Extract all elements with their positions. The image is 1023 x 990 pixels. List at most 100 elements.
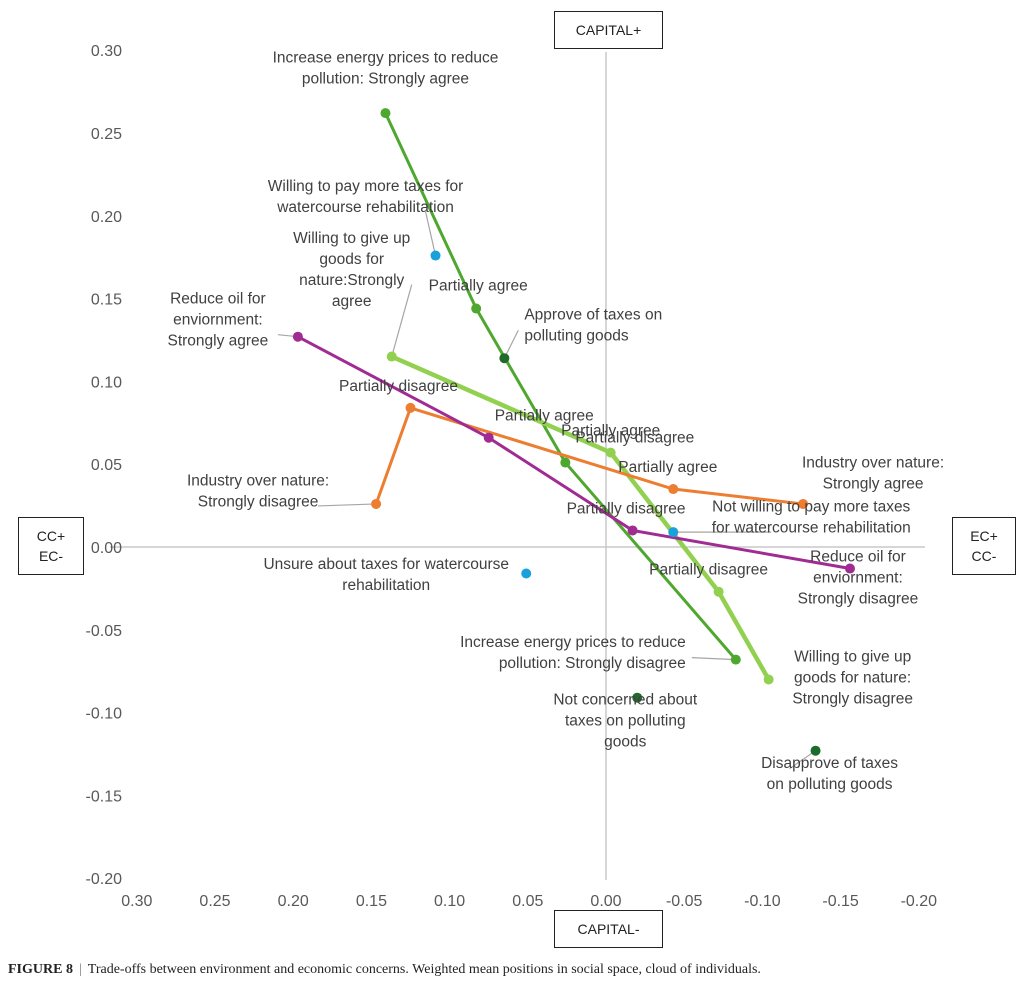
data-label-line: Partially agree — [495, 408, 594, 425]
data-point — [386, 351, 397, 362]
series-line — [297, 335, 851, 571]
data-label-line: Strongly disagree — [798, 591, 919, 608]
data-point — [627, 525, 638, 536]
data-label-line: taxes on polluting — [565, 713, 686, 730]
quadrant-label-top: CAPITAL+ — [554, 11, 663, 49]
data-label-line: Not concerned about — [553, 692, 698, 709]
data-point — [798, 498, 809, 509]
data-label-line: Increase energy prices to reduce — [460, 634, 686, 651]
data-label: Industry over nature: Strongly agree — [802, 454, 944, 492]
data-label-line: Strongly agree — [167, 333, 268, 350]
data-label-line: Partially agree — [561, 423, 660, 440]
data-label: Partially disagree — [649, 562, 768, 579]
data-label: Partially agree — [495, 408, 594, 425]
data-label-line: pollution: Strongly agree — [302, 71, 469, 88]
data-point — [668, 484, 679, 495]
quadrant-label-left: CC+ EC- — [18, 517, 84, 575]
caption-separator: | — [78, 962, 82, 977]
label-leader-line — [391, 284, 413, 357]
label-leader-line — [691, 657, 736, 661]
data-label: Increase energy prices to reduce pollutio… — [460, 634, 686, 672]
data-label-line: Reduce oil for — [810, 549, 906, 566]
data-point — [471, 303, 482, 314]
data-label-line: Strongly disagree — [792, 690, 913, 707]
data-label: Willing to give up goods for nature:Strong… — [293, 230, 410, 310]
data-point — [499, 353, 510, 364]
series-line — [390, 354, 771, 681]
data-point — [730, 654, 741, 665]
data-label: Partially agree — [429, 278, 528, 295]
y-tick-label: -0.20 — [86, 871, 123, 888]
x-tick-label: -0.10 — [744, 893, 781, 910]
data-label-line: Disapprove of taxes — [761, 755, 898, 772]
y-tick-label: 0.30 — [91, 43, 122, 60]
data-label-line: Unsure about taxes for watercourse — [263, 556, 509, 573]
series-line — [384, 112, 737, 661]
x-tick-label: 0.25 — [199, 893, 230, 910]
data-label-line: for watercourse rehabilitation — [712, 520, 911, 537]
data-label-line: Partially disagree — [575, 430, 694, 447]
caption-text: Trade-offs between environment and econo… — [87, 962, 761, 977]
data-point — [668, 527, 679, 538]
data-label-line: Willing to give up — [794, 648, 911, 665]
y-tick-label: 0.20 — [91, 209, 122, 226]
data-label-line: Partially agree — [618, 459, 717, 476]
data-label-line: pollution: Strongly disagree — [499, 655, 686, 672]
data-label: Reduce oil for enviornment: Strongly agree — [167, 291, 268, 350]
data-label: Not willing to pay more taxes for waterco… — [712, 499, 911, 537]
data-label-line: goods for — [319, 251, 384, 268]
x-tick-label: -0.05 — [666, 893, 703, 910]
x-tick-label: 0.15 — [356, 893, 387, 910]
data-point — [713, 586, 724, 597]
data-point — [632, 692, 643, 703]
data-label-line: Partially disagree — [649, 562, 768, 579]
x-tick-label: -0.20 — [901, 893, 938, 910]
data-label: Increase energy prices to reduce pollutio… — [273, 50, 499, 88]
data-point — [844, 563, 855, 574]
data-label-line: Strongly disagree — [198, 493, 319, 510]
y-tick-label: -0.05 — [86, 623, 123, 640]
y-tick-label: 0.05 — [91, 457, 122, 474]
data-point — [405, 402, 416, 413]
data-point — [483, 432, 494, 443]
x-tick-label: 0.05 — [512, 893, 543, 910]
data-point — [371, 498, 382, 509]
x-tick-label: 0.00 — [590, 893, 621, 910]
data-label: Partially disagree — [567, 500, 686, 517]
data-label: Disapprove of taxes on polluting goods — [761, 755, 898, 793]
data-label: Willing to pay more taxes for watercourse… — [268, 178, 464, 216]
data-label-line: Industry over nature: — [187, 472, 329, 489]
data-label: Willing to give up goods for nature: Stron… — [792, 648, 913, 707]
data-label: Approve of taxes on polluting goods — [524, 307, 662, 345]
quadrant-label-bottom: CAPITAL- — [554, 910, 663, 948]
data-label-line: on polluting goods — [767, 776, 893, 793]
data-label-line: Increase energy prices to reduce — [273, 50, 499, 67]
data-label-line: Approve of taxes on — [524, 307, 662, 324]
y-tick-label: 0.15 — [91, 292, 122, 309]
y-tick-label: 0.00 — [91, 540, 122, 557]
data-point — [763, 674, 774, 685]
label-leader-line — [424, 211, 437, 256]
label-leader-line — [318, 503, 377, 507]
data-point — [521, 568, 532, 579]
y-tick-label: -0.10 — [86, 706, 123, 723]
data-label-line: goods — [604, 734, 646, 751]
x-tick-label: 0.20 — [278, 893, 309, 910]
data-label-line: watercourse rehabilitation — [276, 199, 454, 216]
data-label-line: Willing to give up — [293, 230, 410, 247]
series-line — [374, 406, 804, 506]
chart: 0.30 0.25 0.20 0.15 0.10 0.05 0.00 -0.05 -0.10 -0… — [86, 43, 945, 910]
data-label: Not concerned about taxes on polluting goo… — [553, 692, 698, 751]
figure-number: FIGURE 8 — [8, 962, 73, 977]
label-leader-line — [503, 329, 519, 359]
data-point — [810, 745, 821, 756]
data-label-line: Partially agree — [429, 278, 528, 295]
x-tick-label: -0.15 — [822, 893, 859, 910]
data-point — [605, 447, 616, 458]
data-label-line: enviornment: — [173, 312, 263, 329]
data-label: Partially agree — [618, 459, 717, 476]
data-label-line: Partially disagree — [567, 500, 686, 517]
x-tick-label: 0.30 — [121, 893, 152, 910]
y-tick-label: 0.25 — [91, 126, 122, 143]
data-label: Partially agree — [561, 423, 660, 440]
